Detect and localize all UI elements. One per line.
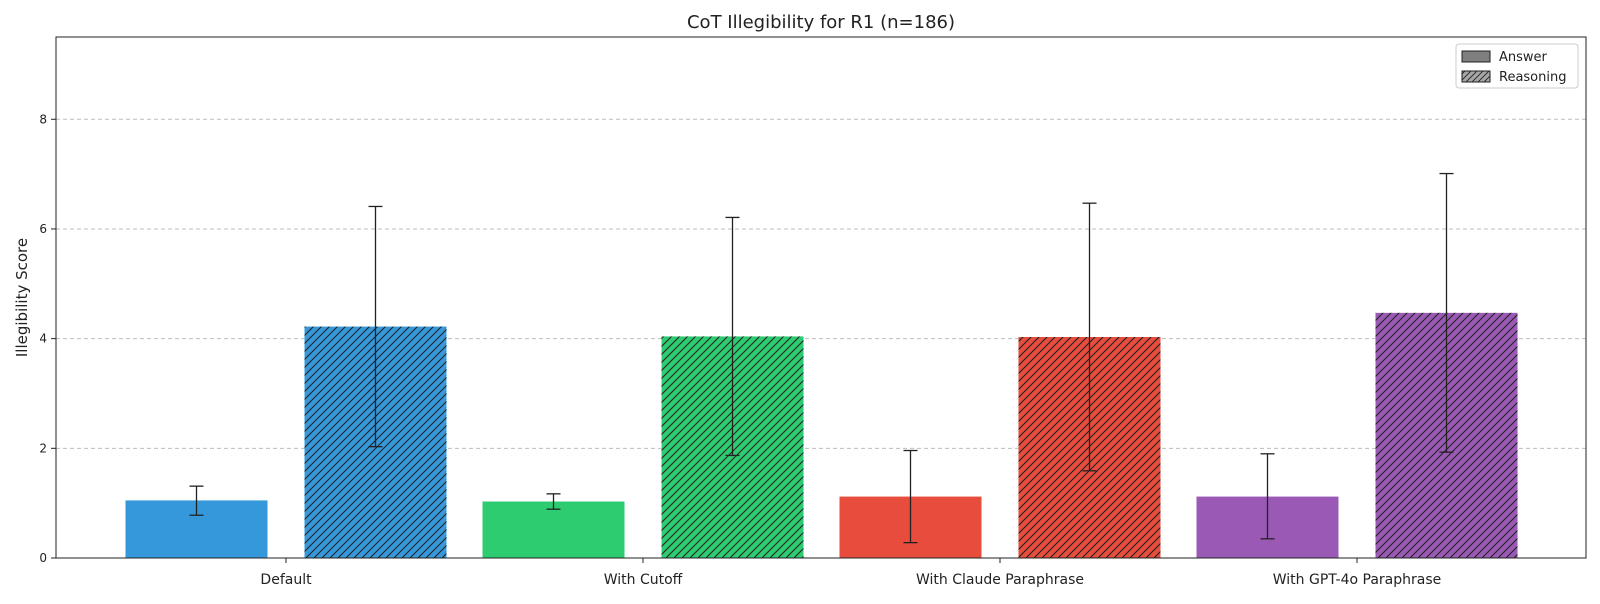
chart-title: CoT Illegibility for R1 (n=186) (687, 12, 955, 33)
y-tick-label: 8 (39, 112, 47, 126)
y-axis-ticks: 0 2 4 6 8 (39, 112, 56, 565)
error-bars (189, 172, 1454, 544)
legend: Answer Reasoning (1455, 43, 1579, 89)
y-tick-label: 4 (39, 332, 47, 346)
gridlines (56, 118, 1586, 449)
legend-label-reasoning: Reasoning (1499, 70, 1566, 85)
bars (125, 312, 1518, 558)
y-tick-label: 2 (39, 441, 47, 455)
legend-swatch-reasoning (1461, 70, 1491, 83)
x-category-label: Default (260, 572, 312, 588)
y-axis-label: Illegibility Score (13, 238, 31, 357)
x-category-label: With GPT-4o Paraphrase (1273, 572, 1442, 588)
legend-swatch-answer (1461, 50, 1491, 63)
legend-label-answer: Answer (1499, 50, 1548, 65)
y-tick-label: 6 (39, 222, 47, 236)
x-category-label: With Claude Paraphrase (916, 572, 1084, 588)
bar-answer-2 (482, 501, 625, 558)
x-axis-categories: Default With Cutoff With Claude Paraphrase… (260, 558, 1441, 588)
y-tick-label: 0 (39, 551, 47, 565)
plot-frame (55, 36, 1587, 559)
x-category-label: With Cutoff (604, 572, 683, 588)
